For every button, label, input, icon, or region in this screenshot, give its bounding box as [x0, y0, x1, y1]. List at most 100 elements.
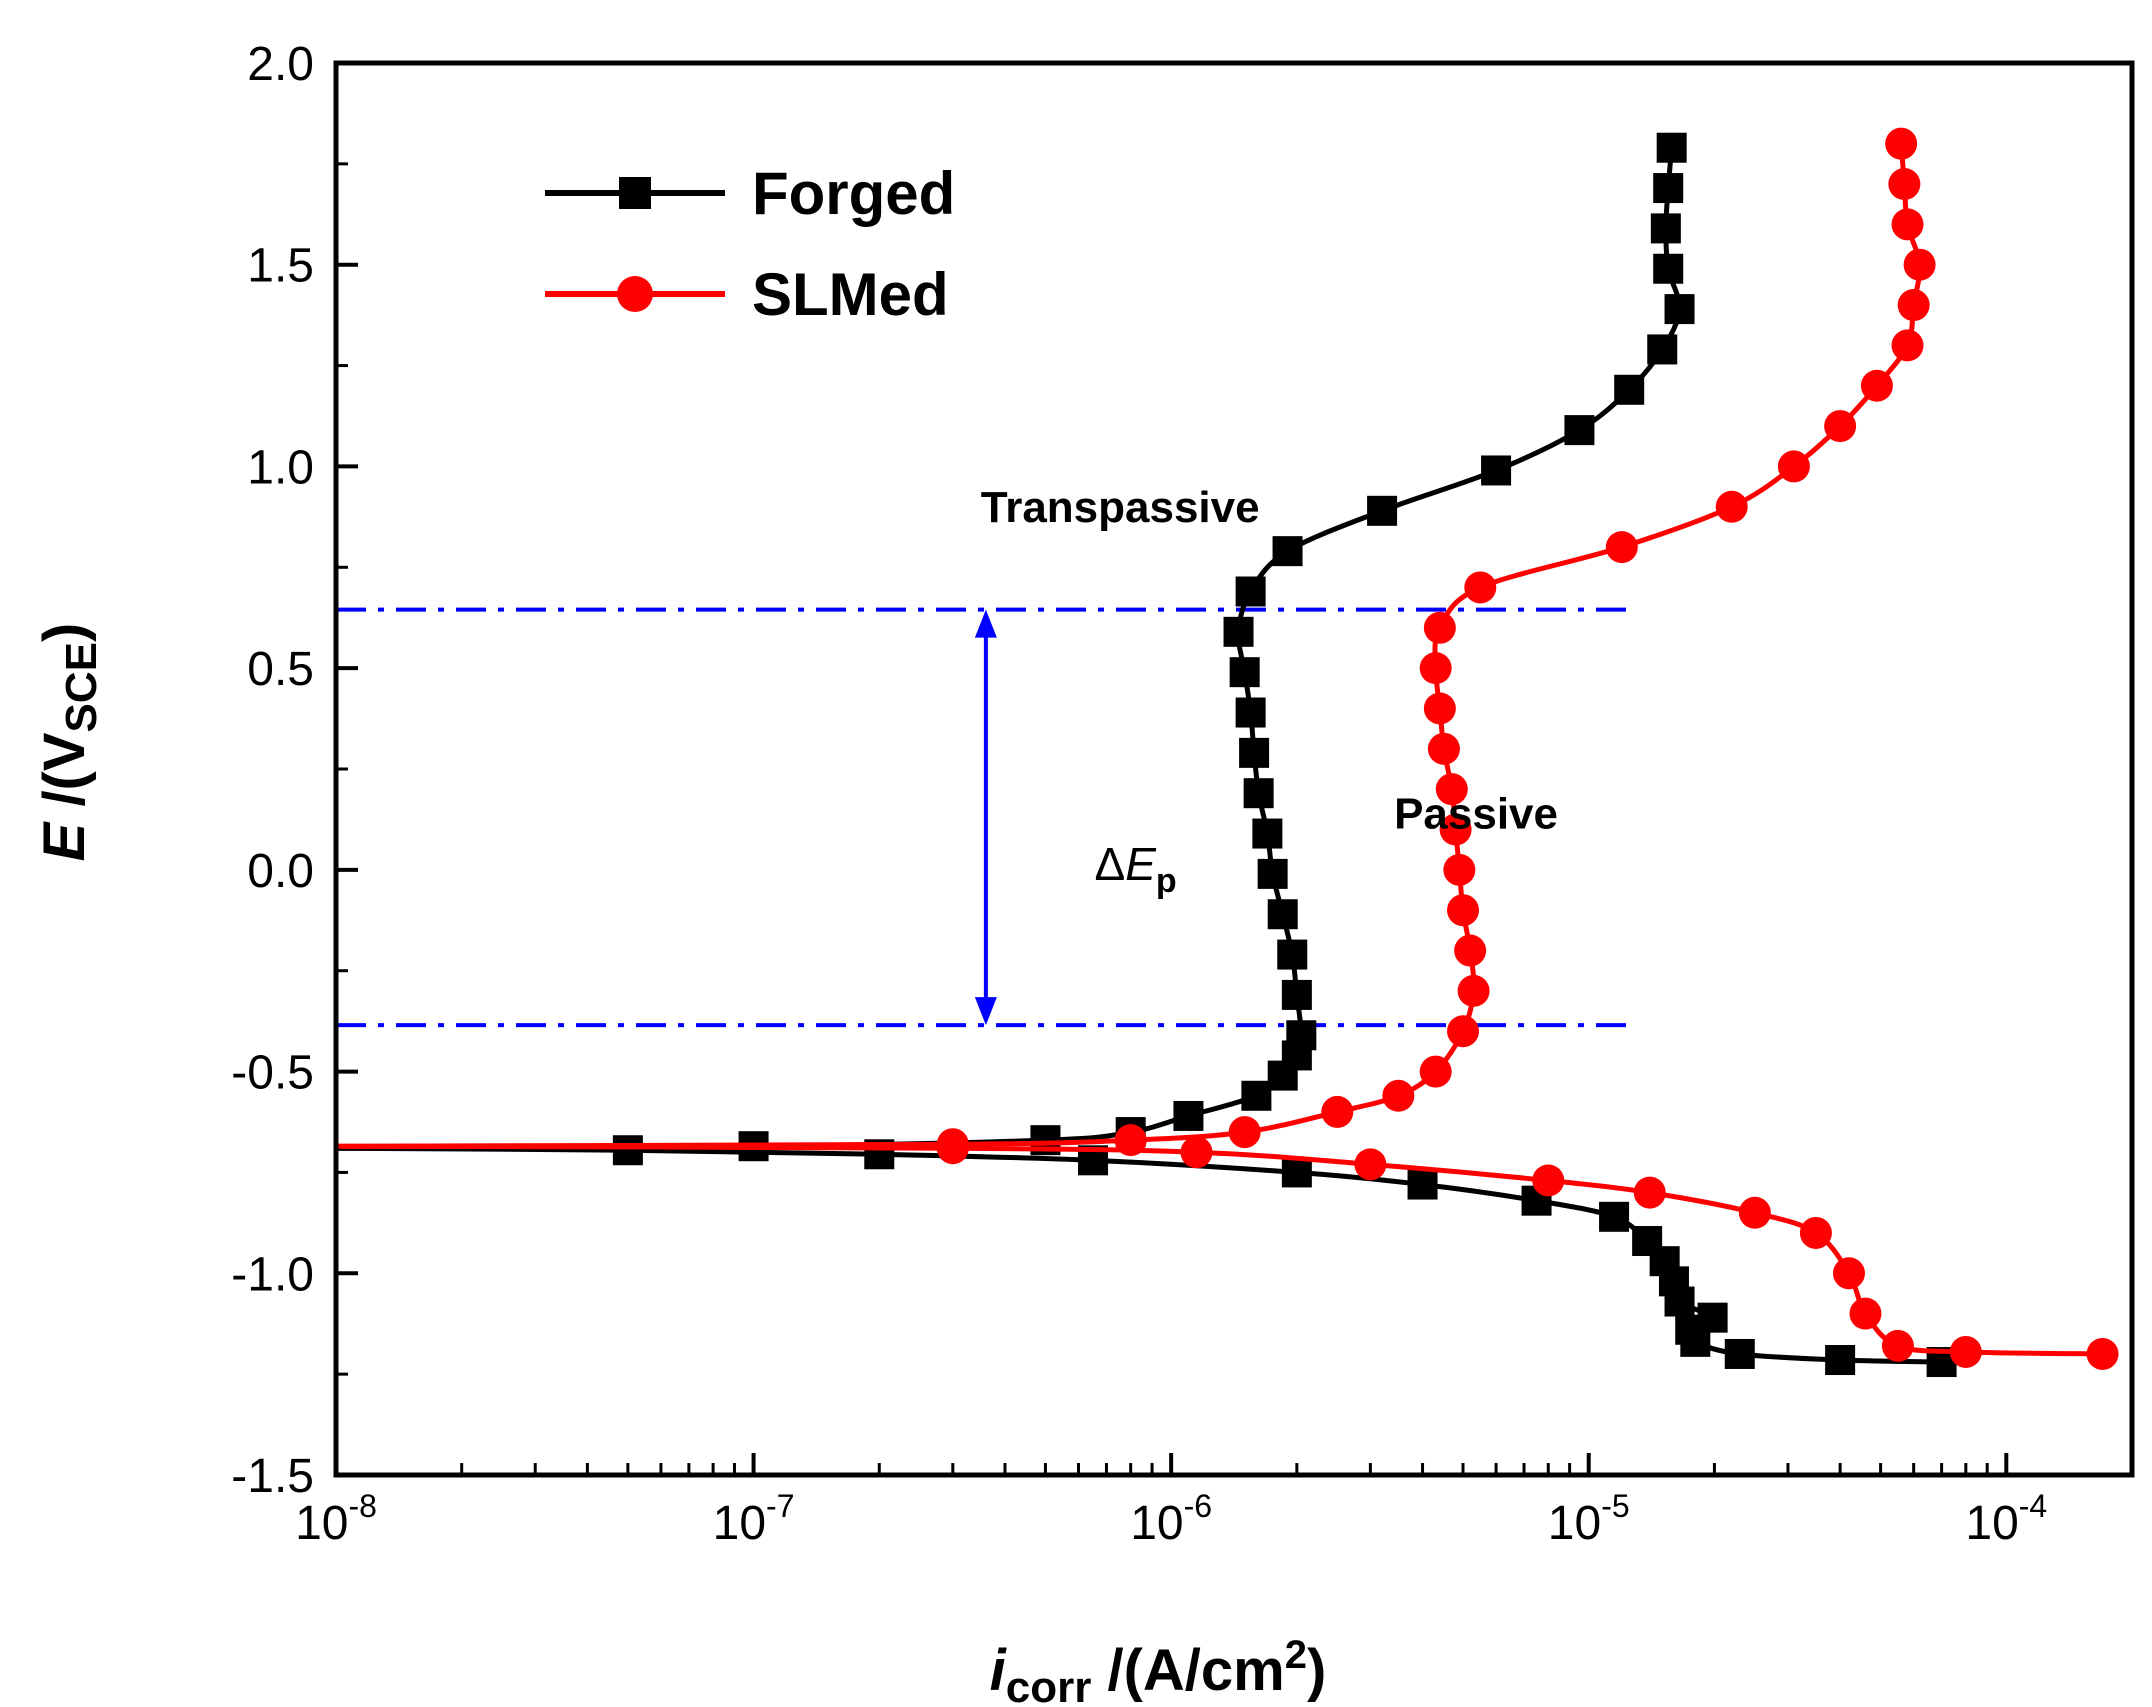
- forged-marker: [1257, 858, 1288, 889]
- x-tick-label: 10-8: [295, 1488, 377, 1550]
- slmed-marker: [936, 1128, 969, 1161]
- forged-marker: [612, 1135, 643, 1166]
- slmed-marker: [1439, 813, 1472, 846]
- forged-marker: [1235, 576, 1266, 607]
- forged-marker: [1367, 495, 1398, 526]
- forged-marker: [1653, 173, 1684, 204]
- forged-marker: [1281, 979, 1312, 1010]
- slmed-marker: [1888, 168, 1921, 201]
- slmed-marker: [1891, 208, 1924, 241]
- y-tick-label: 2.0: [247, 38, 314, 91]
- slmed-marker: [1443, 853, 1476, 886]
- y-tick-label: 0.0: [247, 845, 314, 898]
- y-tick-label: -1.5: [231, 1450, 314, 1503]
- slmed-marker: [1903, 248, 1936, 281]
- forged-marker: [1252, 818, 1283, 849]
- forged-marker: [1223, 616, 1254, 647]
- x-tick-label: 10-5: [1548, 1488, 1630, 1550]
- forged-marker: [1650, 213, 1681, 244]
- slmed-marker: [1605, 531, 1638, 564]
- legend-marker-forged: [619, 177, 651, 209]
- forged-marker: [1281, 1157, 1312, 1188]
- forged-marker: [1229, 657, 1260, 688]
- forged-marker: [1656, 132, 1687, 163]
- slmed-marker: [1832, 1257, 1865, 1290]
- plot-frame: [333, 60, 2135, 1478]
- slmed-marker: [1891, 329, 1924, 362]
- forged-marker: [1277, 939, 1308, 970]
- slmed-marker: [1228, 1116, 1261, 1149]
- forged-marker: [1235, 697, 1266, 728]
- slmed-marker: [1897, 289, 1930, 322]
- y-axis-title: E /(VSCE): [32, 623, 106, 862]
- y-tick-label: -1.0: [231, 1248, 314, 1301]
- slmed-marker: [1849, 1297, 1882, 1330]
- slmed-marker: [1799, 1216, 1832, 1249]
- forged-marker: [1241, 1080, 1272, 1111]
- slmed-marker: [1423, 692, 1456, 725]
- x-tick-label: 10-4: [1965, 1488, 2047, 1550]
- axis-ticks: [334, 61, 2134, 1477]
- slmed-marker: [2086, 1337, 2119, 1370]
- forged-marker: [1697, 1302, 1728, 1333]
- slmed-marker: [1427, 732, 1460, 765]
- forged-marker: [1267, 899, 1298, 930]
- y-tick-label: 1.0: [247, 441, 314, 494]
- slmed-marker: [1454, 934, 1487, 967]
- series-layer: [335, 127, 2119, 1378]
- slmed-marker: [1419, 652, 1452, 685]
- forged-marker: [1286, 1020, 1317, 1051]
- forged-marker: [1664, 294, 1695, 325]
- forged-marker: [1614, 374, 1645, 405]
- forged-marker: [1243, 778, 1274, 809]
- slmed-marker: [1738, 1196, 1771, 1229]
- x-tick-label: 10-7: [713, 1488, 795, 1550]
- legend-label-slmed: SLMed: [752, 261, 949, 328]
- y-tick-label: 0.5: [247, 643, 314, 696]
- slmed-marker: [1419, 1055, 1452, 1088]
- forged-marker: [1632, 1226, 1663, 1257]
- slmed-marker: [1824, 410, 1857, 443]
- forged-marker: [1481, 455, 1512, 486]
- tick-labels: 10-8 10-7 10-6 10-5 10-4 2.0 1.5 1.0 0.5 0.0 -0.5 -…: [231, 38, 2047, 1550]
- slmed-marker: [1885, 127, 1918, 160]
- legend-marker-slmed: [617, 276, 653, 312]
- slmed-cathodic-line: [335, 1143, 2103, 1357]
- legend-label-forged: Forged: [752, 160, 955, 227]
- x-axis-title: icorr /(A/cm2): [990, 1633, 1327, 1707]
- slmed-marker: [1715, 490, 1748, 523]
- forged-marker: [1407, 1169, 1438, 1200]
- slmed-marker: [1114, 1124, 1147, 1157]
- forged-marker: [1599, 1201, 1630, 1232]
- passive-label: Passive: [1394, 789, 1558, 838]
- slmed-marker: [1354, 1148, 1387, 1181]
- slmed-marker: [1447, 894, 1480, 927]
- slmed-marker: [1180, 1136, 1213, 1169]
- slmed-marker: [1881, 1329, 1914, 1362]
- transpassive-label: Transpassive: [981, 483, 1260, 532]
- forged-marker: [1239, 737, 1270, 768]
- slmed-marker: [1949, 1335, 1982, 1368]
- y-tick-label: -0.5: [231, 1047, 314, 1100]
- slmed-marker: [1860, 369, 1893, 402]
- forged-marker: [1272, 536, 1303, 567]
- delta-arrow-head-down: [974, 997, 997, 1026]
- slmed-marker: [1532, 1164, 1565, 1197]
- slmed-marker: [1447, 1015, 1480, 1048]
- reference-lines: [336, 607, 1630, 1028]
- forged-marker: [1724, 1338, 1755, 1369]
- slmed-marker: [1435, 773, 1468, 806]
- x-tick-label: 10-6: [1130, 1488, 1212, 1550]
- slmed-marker: [1382, 1079, 1415, 1112]
- delta-arrow-head-up: [974, 609, 997, 638]
- forged-marker: [1173, 1100, 1204, 1131]
- plot-frame-rect: [333, 60, 2135, 1478]
- slmed-marker: [1777, 450, 1810, 483]
- forged-marker: [1825, 1345, 1856, 1376]
- y-tick-label: 1.5: [247, 240, 314, 293]
- slmed-marker: [1457, 974, 1490, 1007]
- forged-marker: [1653, 253, 1684, 284]
- slmed-marker: [1464, 571, 1497, 604]
- slmed-marker: [1321, 1095, 1354, 1128]
